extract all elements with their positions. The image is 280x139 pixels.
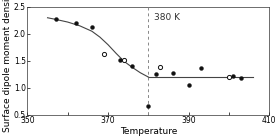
Y-axis label: Surface dipole moment density: Surface dipole moment density [3, 0, 13, 132]
X-axis label: Temperature: Temperature [120, 126, 177, 136]
Text: 380 K: 380 K [154, 13, 180, 22]
